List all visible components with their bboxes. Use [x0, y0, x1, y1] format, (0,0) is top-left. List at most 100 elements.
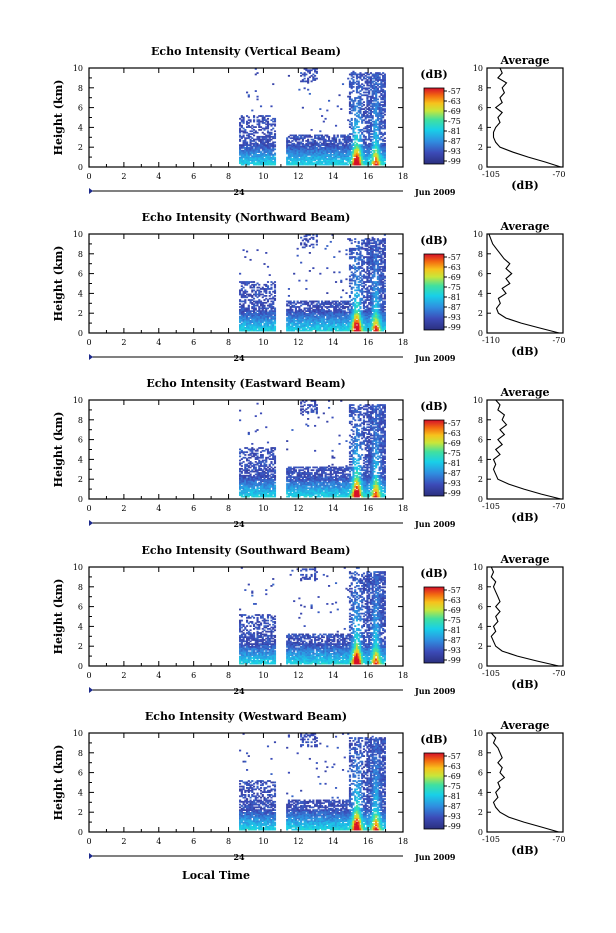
heatmap-cell	[249, 259, 251, 261]
avg-profile-line	[494, 68, 561, 167]
heatmap-cell	[319, 130, 321, 132]
heatmap-cell	[384, 252, 386, 254]
heatmap-cell	[359, 306, 361, 308]
colorbar-tick-label: -57	[448, 253, 461, 262]
heatmap-cell	[352, 252, 354, 254]
colorbar-tick-label: -63	[448, 263, 461, 272]
heatmap-cell	[265, 295, 267, 297]
colorbar-tick-label: -93	[448, 313, 461, 322]
heatmap-cell	[365, 284, 367, 286]
heatmap-cell	[384, 143, 386, 145]
heatmap-cell	[358, 241, 360, 243]
heatmap-cell	[302, 107, 304, 109]
heatmap-cell	[251, 110, 253, 112]
y-tick-label: 0	[78, 329, 83, 338]
colorbar-tick-label: -75	[448, 117, 461, 126]
heatmap-cell	[384, 309, 386, 311]
heatmap-cell	[274, 144, 276, 146]
heatmap-cell	[267, 121, 269, 123]
heatmap-cell	[326, 245, 328, 247]
heatmap-cell	[263, 263, 265, 265]
avg-frame	[487, 234, 563, 333]
heatmap-cell	[338, 251, 340, 253]
heatmap-cell	[305, 74, 307, 76]
colorbar-tick-label: -69	[448, 107, 461, 116]
heatmap	[239, 68, 386, 165]
heatmap-cell	[354, 241, 356, 243]
date-label: Jun 2009	[414, 353, 456, 363]
heatmap-cell	[384, 276, 386, 278]
avg-profile-line	[489, 234, 559, 333]
heatmap-cell	[249, 119, 251, 121]
heatmap-cell	[372, 115, 374, 117]
heatmap-cell	[384, 280, 386, 282]
heatmap-cell	[256, 403, 258, 405]
heatmap-cell	[274, 118, 276, 120]
heatmap-cell	[351, 283, 353, 285]
y-tick-label: 6	[78, 104, 83, 113]
heatmap-cell	[288, 295, 290, 297]
x-tick-label: 2	[121, 338, 126, 347]
heatmap-cell	[345, 278, 347, 280]
date-label: Jun 2009	[414, 187, 456, 197]
colorbar-tick-label: -93	[448, 147, 461, 156]
y-tick-label: 8	[78, 250, 83, 259]
heatmap-cell	[298, 89, 300, 91]
heatmap-cell	[384, 285, 386, 287]
heatmap-cell	[260, 105, 262, 107]
heatmap-cell	[274, 298, 276, 300]
heatmap-cell	[349, 295, 351, 297]
heatmap-cell	[328, 136, 330, 138]
heatmap-cell	[274, 157, 276, 159]
day-marker-icon	[89, 188, 93, 194]
x-tick-label: 6	[191, 338, 196, 347]
x-tick-label: 6	[191, 172, 196, 181]
heatmap-cell	[330, 241, 332, 243]
heatmap-cell	[377, 98, 379, 100]
colorbar	[424, 254, 444, 330]
y-tick-label: 4	[78, 289, 83, 298]
heatmap-cell	[243, 287, 245, 289]
heatmap-cell	[365, 136, 367, 138]
x-tick-label: 12	[293, 338, 303, 347]
heatmap-cell	[274, 325, 276, 327]
heatmap-cell	[384, 108, 386, 110]
heatmap-cell	[384, 294, 386, 296]
heatmap-cell	[243, 117, 245, 119]
heatmap-cell	[345, 253, 347, 255]
heatmap-cell	[270, 294, 272, 296]
heatmap-cell	[263, 305, 265, 307]
heatmap-cell	[256, 453, 258, 455]
heatmap-cell	[255, 126, 257, 128]
heatmap-cell	[384, 140, 386, 142]
heatmap-cell	[335, 281, 337, 283]
x-tick-label: 8	[226, 338, 231, 347]
x-tick-label: 4	[156, 338, 161, 347]
heatmap-cell	[274, 148, 276, 150]
heatmap-cell	[244, 454, 246, 456]
heatmap-cell	[319, 273, 321, 275]
avg-x-label: (dB)	[511, 179, 538, 192]
avg-y-tick-label: 6	[478, 270, 483, 279]
heatmap-cell	[361, 98, 363, 100]
heatmap-cell	[319, 108, 321, 110]
heatmap-cell	[325, 248, 327, 250]
heatmap-cell	[340, 296, 342, 298]
x-tick-label: 8	[226, 172, 231, 181]
heatmap-cell	[274, 153, 276, 155]
heatmap-cell	[246, 141, 248, 143]
heatmap-cell	[384, 245, 386, 247]
heatmap-cell	[255, 467, 257, 469]
heatmap-cell	[274, 284, 276, 286]
heatmap-cell	[326, 292, 328, 294]
y-tick-label: 0	[78, 163, 83, 172]
heatmap-cell	[309, 270, 311, 272]
heatmap-cell	[274, 307, 276, 309]
heatmap-cell	[338, 94, 340, 96]
heatmap-cell	[304, 78, 306, 80]
heatmap-cell	[363, 85, 365, 87]
heatmap-cell	[316, 71, 318, 73]
heatmap-cell	[253, 115, 255, 117]
heatmap-cell	[267, 118, 269, 120]
heatmap-cell	[239, 273, 241, 275]
